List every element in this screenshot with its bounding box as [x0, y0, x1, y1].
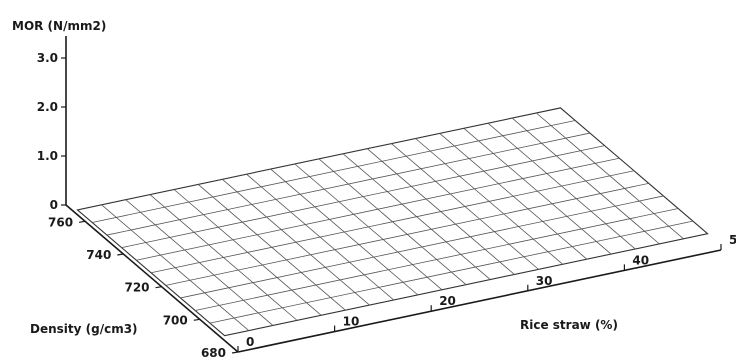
surface-grid-line [150, 170, 635, 274]
rice-straw-tick-label: 0 [246, 335, 254, 349]
density-tick-mark [117, 253, 124, 256]
ticks: 0 1.0 2.0 3.0 680 700 720 740 760 0 10 20 30 40 50 [37, 51, 736, 360]
rice-straw-tick-label: 20 [439, 294, 456, 308]
surface-grid-line [92, 120, 576, 223]
z-tick-label: 2.0 [37, 100, 58, 114]
surface-mesh [76, 107, 709, 337]
z-axis-label: MOR (N/mm2) [12, 19, 106, 33]
density-axis-label: Density (g/cm3) [30, 322, 138, 336]
density-tick-mark [155, 286, 162, 289]
surface-grid-line [121, 145, 605, 249]
rice-straw-tick-label: 10 [343, 315, 360, 329]
surface-grid-line [165, 182, 649, 286]
rice-straw-tick-label: 30 [536, 274, 553, 288]
density-tick-label: 700 [163, 313, 188, 327]
density-tick-label: 760 [48, 215, 73, 229]
surface-grid-line [209, 220, 693, 324]
density-axis-line [65, 204, 239, 353]
surface-grid-line [180, 195, 664, 299]
rice-straw-tick-label: 40 [632, 253, 649, 267]
z-tick-label: 0 [50, 198, 58, 212]
surface-grid-line [136, 157, 620, 261]
density-tick-mark [79, 220, 86, 223]
density-tick-mark [231, 351, 239, 354]
axes [65, 36, 722, 353]
density-tick-label: 720 [124, 281, 149, 295]
z-tick-label: 1.0 [37, 149, 58, 163]
z-tick-label: 3.0 [37, 51, 58, 65]
density-tick-label: 680 [201, 346, 226, 360]
density-tick-label: 740 [86, 248, 111, 262]
rice-straw-axis-label: Rice straw (%) [520, 318, 618, 332]
rice-straw-axis-line [237, 249, 722, 353]
surface-outline [76, 107, 709, 337]
density-tick-mark [193, 318, 200, 321]
surface-grid-line [106, 132, 590, 236]
surface-grid-line [195, 208, 679, 311]
rice-straw-tick-label: 50 [729, 233, 736, 247]
